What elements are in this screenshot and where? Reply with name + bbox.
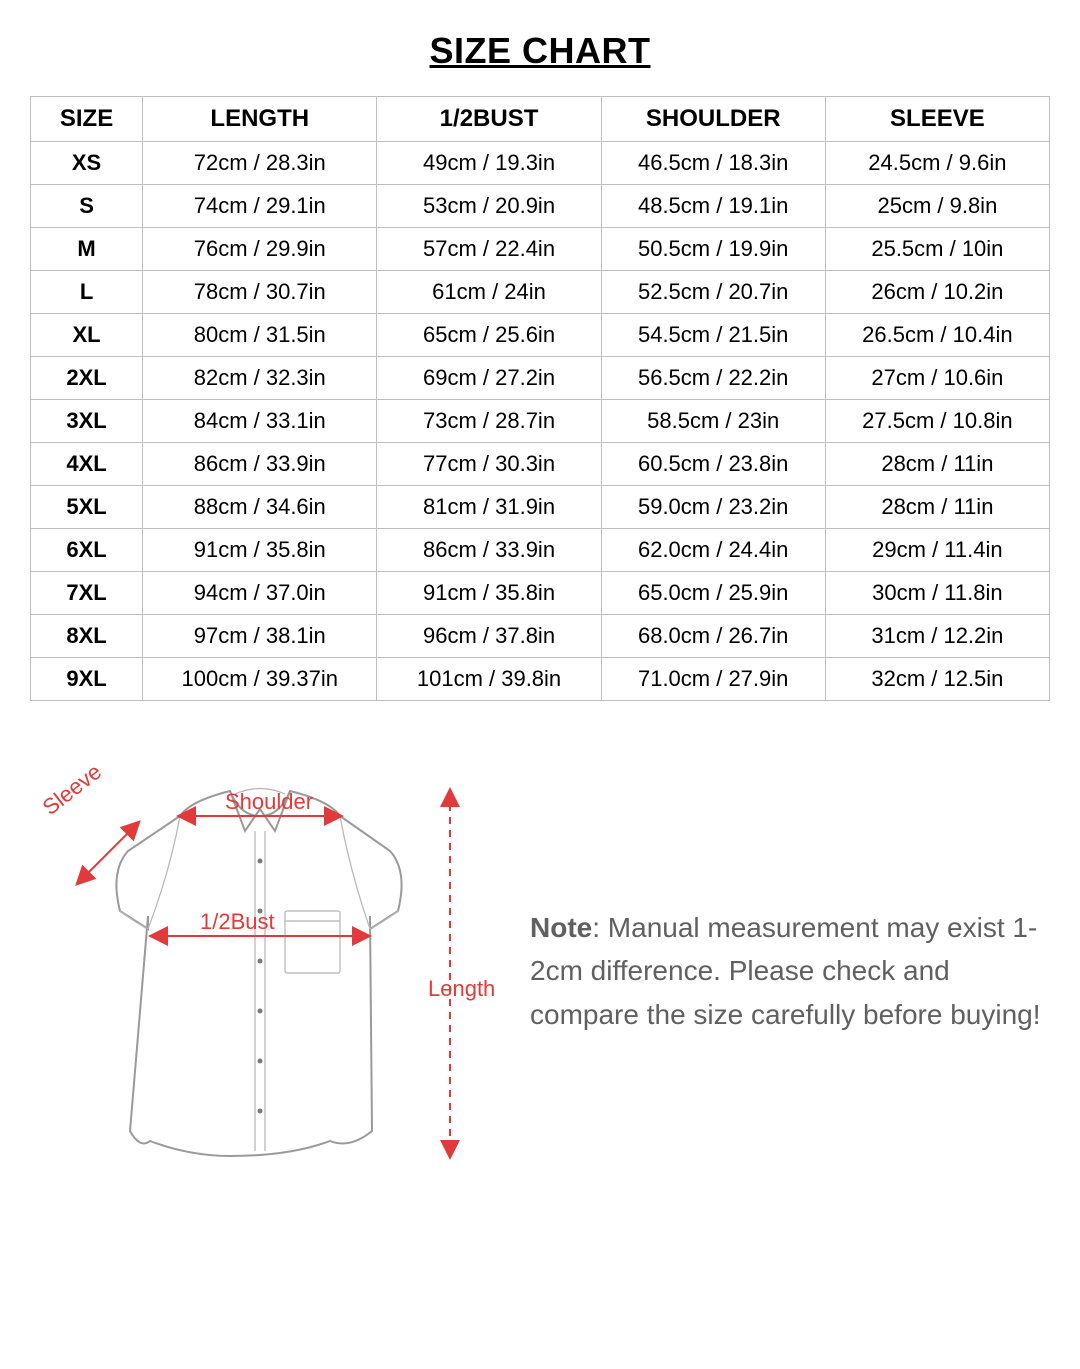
table-cell: 29cm / 11.4in	[825, 529, 1049, 572]
col-header-bust: 1/2BUST	[377, 97, 601, 142]
size-cell: 2XL	[31, 357, 143, 400]
table-cell: 54.5cm / 21.5in	[601, 314, 825, 357]
table-row: M76cm / 29.9in57cm / 22.4in50.5cm / 19.9…	[31, 228, 1050, 271]
table-cell: 84cm / 33.1in	[143, 400, 377, 443]
note-text: : Manual measurement may exist 1-2cm dif…	[530, 912, 1041, 1030]
size-cell: 8XL	[31, 615, 143, 658]
table-cell: 61cm / 24in	[377, 271, 601, 314]
table-row: XL80cm / 31.5in65cm / 25.6in54.5cm / 21.…	[31, 314, 1050, 357]
table-cell: 65.0cm / 25.9in	[601, 572, 825, 615]
table-cell: 24.5cm / 9.6in	[825, 142, 1049, 185]
table-row: 3XL84cm / 33.1in73cm / 28.7in58.5cm / 23…	[31, 400, 1050, 443]
table-cell: 32cm / 12.5in	[825, 658, 1049, 701]
shirt-diagram: Shoulder 1/2Bust Sleeve Length	[30, 761, 500, 1181]
table-cell: 60.5cm / 23.8in	[601, 443, 825, 486]
table-cell: 86cm / 33.9in	[143, 443, 377, 486]
table-cell: 101cm / 39.8in	[377, 658, 601, 701]
table-row: XS72cm / 28.3in49cm / 19.3in46.5cm / 18.…	[31, 142, 1050, 185]
table-row: 7XL94cm / 37.0in91cm / 35.8in65.0cm / 25…	[31, 572, 1050, 615]
dim-label-sleeve: Sleeve	[38, 759, 106, 820]
table-cell: 26cm / 10.2in	[825, 271, 1049, 314]
size-cell: 5XL	[31, 486, 143, 529]
size-cell: 6XL	[31, 529, 143, 572]
table-cell: 72cm / 28.3in	[143, 142, 377, 185]
note-prefix: Note	[530, 912, 592, 943]
table-cell: 94cm / 37.0in	[143, 572, 377, 615]
table-cell: 52.5cm / 20.7in	[601, 271, 825, 314]
table-row: 6XL91cm / 35.8in86cm / 33.9in62.0cm / 24…	[31, 529, 1050, 572]
table-row: 4XL86cm / 33.9in77cm / 30.3in60.5cm / 23…	[31, 443, 1050, 486]
size-cell: 7XL	[31, 572, 143, 615]
size-cell: M	[31, 228, 143, 271]
table-row: 2XL82cm / 32.3in69cm / 27.2in56.5cm / 22…	[31, 357, 1050, 400]
table-row: L78cm / 30.7in61cm / 24in52.5cm / 20.7in…	[31, 271, 1050, 314]
table-cell: 26.5cm / 10.4in	[825, 314, 1049, 357]
table-cell: 69cm / 27.2in	[377, 357, 601, 400]
size-cell: XS	[31, 142, 143, 185]
table-cell: 53cm / 20.9in	[377, 185, 601, 228]
table-cell: 81cm / 31.9in	[377, 486, 601, 529]
table-cell: 31cm / 12.2in	[825, 615, 1049, 658]
measurement-note: Note: Manual measurement may exist 1-2cm…	[530, 906, 1050, 1036]
col-header-size: SIZE	[31, 97, 143, 142]
size-cell: 4XL	[31, 443, 143, 486]
table-cell: 82cm / 32.3in	[143, 357, 377, 400]
shirt-diagram-svg: Shoulder 1/2Bust Sleeve Length	[30, 761, 500, 1181]
table-cell: 58.5cm / 23in	[601, 400, 825, 443]
size-cell: 3XL	[31, 400, 143, 443]
table-cell: 65cm / 25.6in	[377, 314, 601, 357]
table-cell: 73cm / 28.7in	[377, 400, 601, 443]
table-cell: 86cm / 33.9in	[377, 529, 601, 572]
size-cell: XL	[31, 314, 143, 357]
col-header-sleeve: SLEEVE	[825, 97, 1049, 142]
table-row: S74cm / 29.1in53cm / 20.9in48.5cm / 19.1…	[31, 185, 1050, 228]
table-cell: 49cm / 19.3in	[377, 142, 601, 185]
table-cell: 48.5cm / 19.1in	[601, 185, 825, 228]
table-cell: 30cm / 11.8in	[825, 572, 1049, 615]
size-cell: 9XL	[31, 658, 143, 701]
table-header-row: SIZE LENGTH 1/2BUST SHOULDER SLEEVE	[31, 97, 1050, 142]
table-row: 8XL97cm / 38.1in96cm / 37.8in68.0cm / 26…	[31, 615, 1050, 658]
table-cell: 57cm / 22.4in	[377, 228, 601, 271]
table-cell: 59.0cm / 23.2in	[601, 486, 825, 529]
table-cell: 80cm / 31.5in	[143, 314, 377, 357]
table-cell: 27.5cm / 10.8in	[825, 400, 1049, 443]
table-cell: 46.5cm / 18.3in	[601, 142, 825, 185]
size-cell: L	[31, 271, 143, 314]
table-cell: 77cm / 30.3in	[377, 443, 601, 486]
table-cell: 50.5cm / 19.9in	[601, 228, 825, 271]
table-cell: 27cm / 10.6in	[825, 357, 1049, 400]
col-header-shoulder: SHOULDER	[601, 97, 825, 142]
table-cell: 25.5cm / 10in	[825, 228, 1049, 271]
table-row: 9XL100cm / 39.37in101cm / 39.8in71.0cm /…	[31, 658, 1050, 701]
size-chart-table: SIZE LENGTH 1/2BUST SHOULDER SLEEVE XS72…	[30, 96, 1050, 701]
table-row: 5XL88cm / 34.6in81cm / 31.9in59.0cm / 23…	[31, 486, 1050, 529]
table-cell: 96cm / 37.8in	[377, 615, 601, 658]
table-cell: 91cm / 35.8in	[377, 572, 601, 615]
table-cell: 71.0cm / 27.9in	[601, 658, 825, 701]
table-cell: 25cm / 9.8in	[825, 185, 1049, 228]
page-title: SIZE CHART	[30, 30, 1050, 72]
table-cell: 97cm / 38.1in	[143, 615, 377, 658]
table-cell: 74cm / 29.1in	[143, 185, 377, 228]
table-cell: 28cm / 11in	[825, 486, 1049, 529]
table-cell: 88cm / 34.6in	[143, 486, 377, 529]
dim-label-bust: 1/2Bust	[200, 909, 275, 934]
table-cell: 91cm / 35.8in	[143, 529, 377, 572]
table-cell: 62.0cm / 24.4in	[601, 529, 825, 572]
size-cell: S	[31, 185, 143, 228]
table-cell: 78cm / 30.7in	[143, 271, 377, 314]
table-cell: 28cm / 11in	[825, 443, 1049, 486]
table-cell: 76cm / 29.9in	[143, 228, 377, 271]
table-cell: 100cm / 39.37in	[143, 658, 377, 701]
table-cell: 68.0cm / 26.7in	[601, 615, 825, 658]
table-cell: 56.5cm / 22.2in	[601, 357, 825, 400]
col-header-length: LENGTH	[143, 97, 377, 142]
dim-label-length: Length	[428, 976, 495, 1001]
dim-label-shoulder: Shoulder	[225, 789, 313, 814]
